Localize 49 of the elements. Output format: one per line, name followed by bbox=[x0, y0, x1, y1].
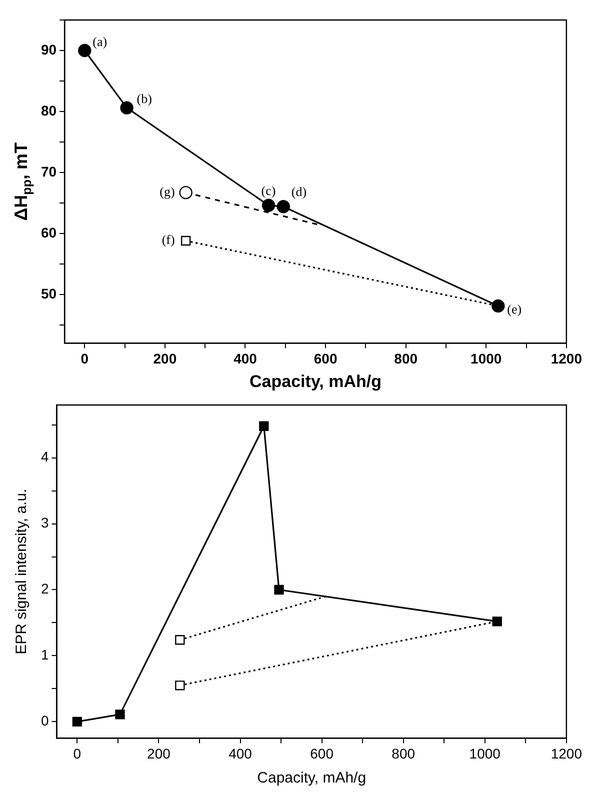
x-tick-label: 400 bbox=[228, 745, 252, 762]
annotation: (b) bbox=[136, 91, 152, 106]
x-tick-label: 0 bbox=[80, 350, 89, 366]
x-axis-title: Capacity, mAh/g bbox=[257, 770, 366, 787]
point bbox=[115, 710, 125, 720]
x-tick-label: 1000 bbox=[469, 745, 501, 762]
y-tick-label: 4 bbox=[40, 448, 49, 465]
point bbox=[492, 616, 502, 626]
y-tick-label: 2 bbox=[40, 580, 49, 597]
point bbox=[262, 198, 276, 212]
annotation: (g) bbox=[160, 184, 175, 199]
point bbox=[175, 635, 185, 645]
point bbox=[78, 44, 92, 58]
x-tick-label: 200 bbox=[147, 745, 171, 762]
x-tick-label: 600 bbox=[310, 745, 334, 762]
annotation: (e) bbox=[507, 301, 522, 316]
x-tick-label: 800 bbox=[392, 745, 416, 762]
y-tick-label: 1 bbox=[40, 646, 49, 663]
point bbox=[492, 299, 505, 313]
y-tick-label: 80 bbox=[40, 102, 57, 118]
y-tick-label: 3 bbox=[40, 514, 49, 531]
y-tick-label: 90 bbox=[40, 41, 57, 58]
x-tick-label: 400 bbox=[234, 350, 258, 366]
point bbox=[120, 101, 134, 114]
point bbox=[175, 680, 185, 690]
x-axis-title: Capacity, mAh/g bbox=[250, 372, 382, 392]
point bbox=[274, 584, 284, 595]
x-tick-label: 600 bbox=[314, 350, 338, 366]
x-tick-label: 1200 bbox=[550, 745, 582, 762]
y-tick-label: 50 bbox=[40, 285, 57, 302]
y-axis-title: ΔHpp, mT bbox=[10, 142, 34, 221]
point bbox=[179, 186, 192, 200]
x-tick-label: 800 bbox=[394, 350, 418, 366]
annotation: (c) bbox=[261, 182, 276, 198]
x-tick-label: 1000 bbox=[470, 350, 502, 366]
y-tick-label: 70 bbox=[40, 163, 57, 180]
y-tick-label: 0 bbox=[40, 712, 49, 729]
point bbox=[180, 236, 191, 246]
y-axis-title: EPR signal intensity, a.u. bbox=[13, 488, 30, 654]
y-tick-label: 60 bbox=[40, 224, 57, 240]
annotation: (d) bbox=[291, 184, 307, 200]
point bbox=[276, 200, 290, 214]
point bbox=[72, 716, 82, 727]
x-tick-label: 0 bbox=[73, 745, 82, 762]
x-tick-label: 200 bbox=[153, 350, 177, 366]
annotation: (f) bbox=[162, 232, 175, 248]
point bbox=[259, 421, 269, 431]
annotation: (a) bbox=[92, 34, 108, 49]
x-tick-label: 1200 bbox=[550, 350, 582, 366]
